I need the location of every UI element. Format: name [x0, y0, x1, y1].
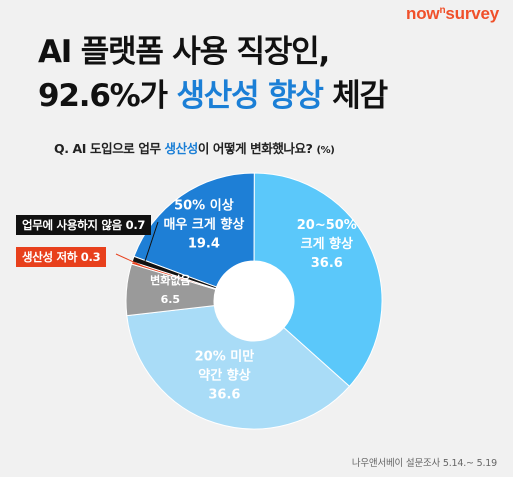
headline-accent: 생산성 향상	[176, 78, 323, 114]
headline-line1: AI 플랫폼 사용 직장인,	[38, 34, 330, 70]
leader-line-not-used	[143, 221, 159, 264]
headline-line2-plain: 92.6%가	[38, 78, 177, 114]
leader-line-decrease	[115, 253, 144, 267]
slice-label-no-change: 변화없음 6.5	[150, 273, 190, 306]
slice-label-very-high: 50% 이상 매우 크게 향상 19.4	[163, 198, 244, 252]
donut-hole	[214, 261, 294, 341]
brand-logo: nownsurvey	[406, 4, 499, 23]
slice-label-high: 20~50% 크게 향상 36.6	[297, 218, 357, 271]
headline: AI 플랫폼 사용 직장인, 92.6%가 생산성 향상 체감	[38, 30, 388, 118]
callout-not-used: 업무에 사용하지 않음 0.7	[16, 215, 152, 235]
callout-decrease: 생산성 저하 0.3	[16, 247, 107, 267]
slice-label-slight: 20% 미만 약간 향상 36.6	[195, 349, 255, 403]
survey-question: Q. AI 도입으로 업무 생산성이 어떻게 변화했나요? (%)	[54, 141, 335, 156]
headline-line2-end: 체감	[322, 78, 388, 114]
source-note: 나우앤서베이 설문조사 5.14.~ 5.19	[351, 458, 497, 469]
